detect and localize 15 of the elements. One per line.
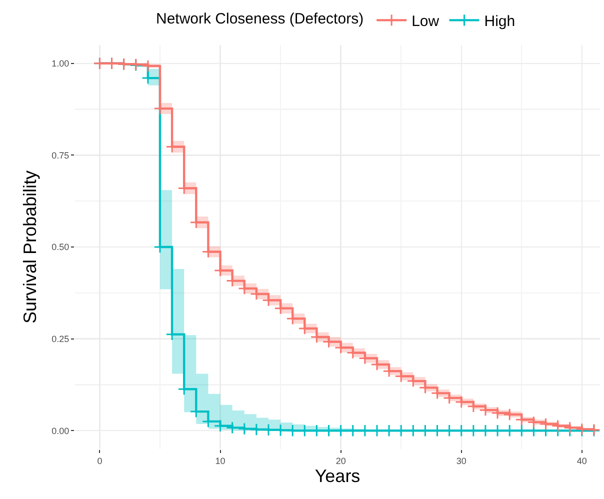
legend-label: High: [484, 13, 516, 30]
y-tick-label: 0.00: [52, 426, 70, 436]
x-axis-title: Years: [314, 466, 360, 486]
legend-label: Low: [412, 13, 440, 30]
y-tick-label: 0.75: [52, 150, 70, 160]
y-tick-label: 1.00: [52, 58, 70, 69]
x-tick-label: 10: [215, 456, 226, 466]
y-tick-label: 0.50: [52, 242, 70, 252]
x-tick-label: 0: [97, 456, 102, 466]
x-tick-label: 40: [576, 456, 587, 466]
x-tick-label: 20: [336, 456, 346, 466]
legend-title: Network Closeness (Defectors): [156, 10, 364, 28]
y-axis-title: Survival Probability: [20, 170, 40, 324]
x-tick-label: 30: [456, 456, 466, 466]
y-tick-label: 0.25: [52, 334, 70, 344]
